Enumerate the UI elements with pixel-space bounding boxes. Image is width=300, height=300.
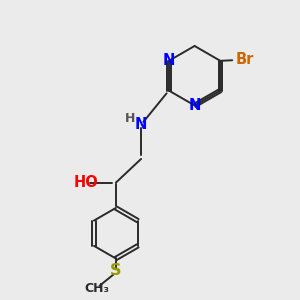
Text: N: N xyxy=(135,117,147,132)
Text: S: S xyxy=(110,263,122,278)
Text: N: N xyxy=(188,98,201,113)
Text: HO: HO xyxy=(74,175,98,190)
Text: H: H xyxy=(124,112,135,125)
Text: CH₃: CH₃ xyxy=(84,282,109,295)
Text: N: N xyxy=(163,53,175,68)
Text: Br: Br xyxy=(235,52,254,67)
